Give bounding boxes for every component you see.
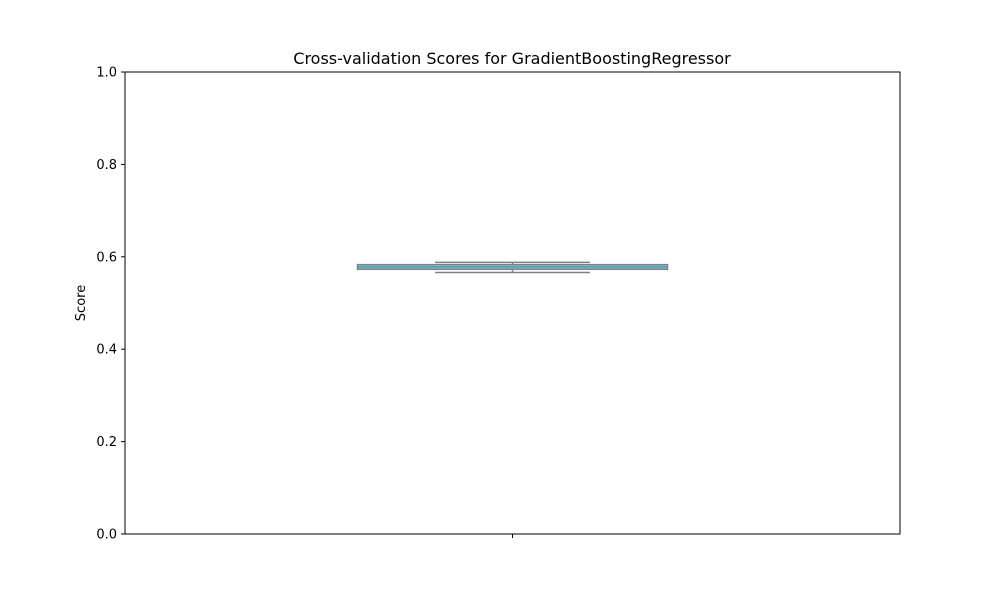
plot-area-frame (124, 71, 901, 535)
y-axis-label: Score (74, 285, 89, 321)
chart-title: Cross-validation Scores for GradientBoos… (293, 49, 731, 68)
box-plot (356, 261, 669, 274)
y-tick-label: 0.0 (96, 528, 117, 543)
y-axis: 0.0 0.2 0.4 0.6 0.8 1.0 (96, 66, 125, 543)
y-tick-label: 1.0 (96, 66, 117, 81)
y-tick-label: 0.2 (96, 435, 117, 450)
y-tick-label: 0.6 (96, 250, 117, 265)
y-tick-label: 0.8 (96, 158, 117, 173)
y-tick-label: 0.4 (96, 343, 117, 358)
